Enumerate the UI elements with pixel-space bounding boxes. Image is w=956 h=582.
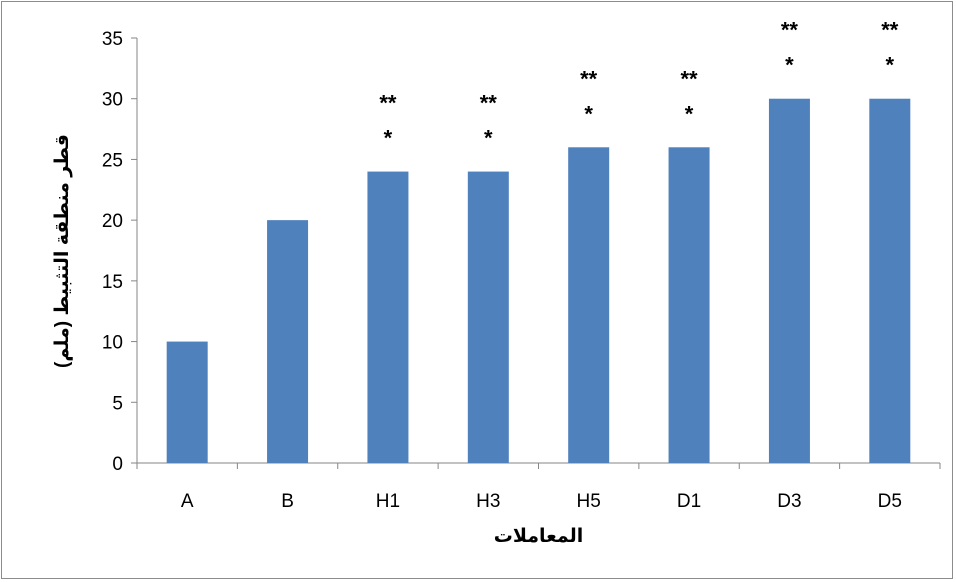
y-tick-label: 20 [102,211,123,232]
x-tick-label: B [281,491,294,512]
significance-marker: ** [480,91,498,116]
x-tick-label: A [181,491,194,512]
bar-h3 [467,171,509,464]
chart-axes [131,37,941,469]
significance-marker: * [886,53,895,78]
y-tick-label: 0 [112,454,123,475]
significance-labels: ****************** [379,18,898,151]
significance-label: *** [580,66,598,126]
y-tick-label: 5 [112,393,123,414]
significance-marker: ** [580,66,598,91]
y-axis-title: قطر منطقة التثبيط (ملم) [52,134,73,368]
y-tick-label: 25 [102,150,123,171]
x-axis-title: المعاملات [494,526,584,547]
significance-label: *** [781,18,799,78]
significance-marker: ** [379,91,397,116]
significance-marker: * [384,126,393,151]
x-tick-label: H1 [376,491,400,512]
y-tick-label: 35 [102,29,123,50]
bar-d3 [768,98,810,463]
x-tick-label: D5 [878,491,902,512]
significance-label: *** [379,91,397,151]
significance-marker: ** [781,18,799,43]
x-tick-label: H3 [476,491,500,512]
bar-b [267,220,309,463]
x-tick-label: H5 [577,491,601,512]
x-tick-label: D1 [677,491,701,512]
significance-marker: * [584,101,593,126]
y-tick-label: 10 [102,333,123,354]
bar-h5 [568,147,610,464]
significance-marker: * [785,53,794,78]
significance-marker: * [685,101,694,126]
x-tick-labels: A B H1 H3 H5 D1 D3 D5 [181,491,902,512]
significance-label: *** [480,91,498,151]
y-tick-labels: 0 5 10 15 20 25 30 35 [102,29,123,475]
y-tick-label: 15 [102,272,123,293]
significance-label: *** [681,66,699,126]
bar-series [166,98,911,464]
x-tick-label: D3 [777,491,801,512]
significance-label: *** [881,18,899,78]
bar-d1 [668,147,710,464]
significance-marker: ** [881,18,899,43]
significance-marker: ** [681,66,699,91]
bar-d5 [869,98,911,463]
y-tick-label: 30 [102,90,123,111]
significance-marker: * [484,126,493,151]
bar-a [166,341,208,463]
bar-h1 [367,171,409,464]
